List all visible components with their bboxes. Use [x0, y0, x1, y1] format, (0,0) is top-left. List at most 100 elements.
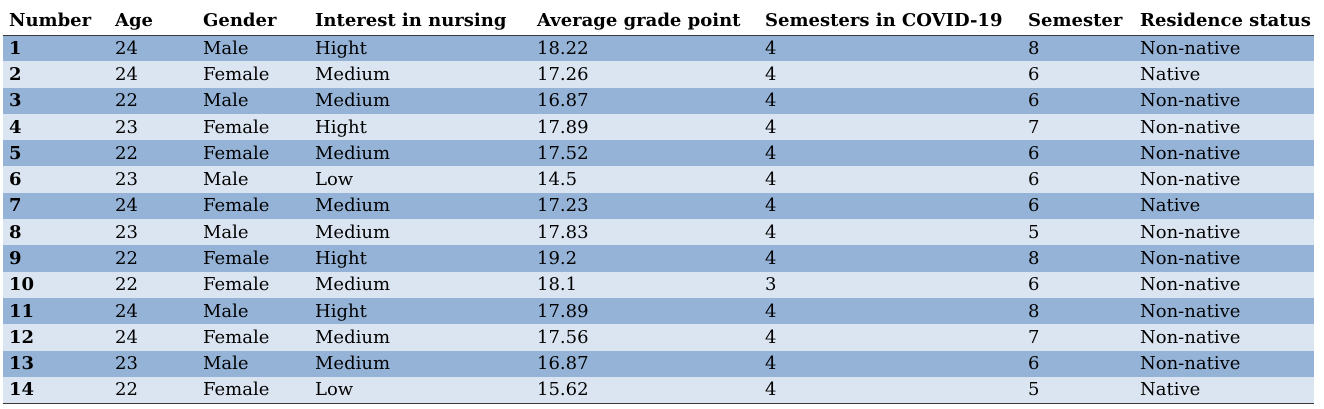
age-cell: 22 [115, 142, 138, 164]
age-cell: 23 [115, 353, 138, 375]
grade-point-cell: 16.87 [537, 90, 589, 112]
data-table-container: Number Age Gender Interest in nursing Av… [3, 6, 1314, 404]
grade-point-cell: 18.1 [537, 274, 578, 296]
column-header-number: Number [9, 9, 92, 31]
covid-semesters-cell: 4 [765, 169, 777, 191]
covid-semesters-cell: 4 [765, 248, 777, 270]
data-table: Number Age Gender Interest in nursing Av… [3, 6, 1314, 404]
age-cell: 24 [115, 300, 138, 322]
column-header-interest: Interest in nursing [315, 9, 507, 31]
semester-cell: 5 [1028, 379, 1040, 401]
gender-cell: Male [203, 169, 249, 191]
semester-cell: 6 [1028, 353, 1040, 375]
interest-cell: Hight [315, 248, 367, 270]
grade-point-cell: 17.52 [537, 142, 589, 164]
grade-point-cell: 14.5 [537, 169, 578, 191]
covid-semesters-cell: 4 [765, 353, 777, 375]
interest-cell: Medium [315, 274, 391, 296]
covid-semesters-cell: 4 [765, 195, 777, 217]
table-row: 6 23 Male Low 14.5 4 6 Non-native [3, 166, 1314, 193]
semester-cell: 8 [1028, 37, 1040, 59]
grade-point-cell: 17.83 [537, 221, 589, 243]
table-row: 10 22 Female Medium 18.1 3 6 Non-native [3, 271, 1314, 298]
interest-cell: Medium [315, 63, 391, 85]
grade-point-cell: 17.26 [537, 63, 589, 85]
number-cell: 14 [9, 379, 35, 401]
grade-point-cell: 16.87 [537, 353, 589, 375]
residence-cell: Non-native [1140, 353, 1241, 375]
covid-semesters-cell: 4 [765, 142, 777, 164]
column-header-gender: Gender [203, 9, 277, 31]
residence-cell: Non-native [1140, 300, 1241, 322]
number-cell: 4 [9, 116, 22, 138]
semester-cell: 6 [1028, 90, 1040, 112]
table-row: 13 23 Male Medium 16.87 4 6 Non-native [3, 350, 1314, 377]
semester-cell: 7 [1028, 116, 1040, 138]
semester-cell: 6 [1028, 169, 1040, 191]
interest-cell: Medium [315, 142, 391, 164]
number-cell: 8 [9, 221, 22, 243]
number-cell: 10 [9, 274, 35, 296]
semester-cell: 6 [1028, 195, 1040, 217]
interest-cell: Medium [315, 195, 391, 217]
interest-cell: Medium [315, 326, 391, 348]
residence-cell: Non-native [1140, 37, 1241, 59]
gender-cell: Male [203, 353, 249, 375]
covid-semesters-cell: 4 [765, 300, 777, 322]
age-cell: 24 [115, 195, 138, 217]
age-cell: 23 [115, 169, 138, 191]
covid-semesters-cell: 4 [765, 221, 777, 243]
number-cell: 13 [9, 353, 35, 375]
number-cell: 3 [9, 90, 22, 112]
residence-cell: Non-native [1140, 248, 1241, 270]
semester-cell: 6 [1028, 274, 1040, 296]
residence-cell: Non-native [1140, 142, 1241, 164]
interest-cell: Hight [315, 116, 367, 138]
residence-cell: Non-native [1140, 90, 1241, 112]
covid-semesters-cell: 4 [765, 63, 777, 85]
gender-cell: Female [203, 116, 270, 138]
number-cell: 12 [9, 326, 35, 348]
grade-point-cell: 17.23 [537, 195, 589, 217]
covid-semesters-cell: 4 [765, 326, 777, 348]
age-cell: 22 [115, 248, 138, 270]
interest-cell: Low [315, 379, 354, 401]
column-header-residence: Residence status [1140, 9, 1311, 31]
gender-cell: Male [203, 90, 249, 112]
residence-cell: Non-native [1140, 274, 1241, 296]
table-row: 9 22 Female Hight 19.2 4 8 Non-native [3, 245, 1314, 272]
gender-cell: Male [203, 37, 249, 59]
interest-cell: Hight [315, 37, 367, 59]
column-header-covid-semesters: Semesters in COVID-19 [765, 9, 1003, 31]
residence-cell: Non-native [1140, 221, 1241, 243]
table-row: 4 23 Female Hight 17.89 4 7 Non-native [3, 113, 1314, 141]
grade-point-cell: 17.89 [537, 116, 589, 138]
covid-semesters-cell: 3 [765, 274, 777, 296]
semester-cell: 6 [1028, 63, 1040, 85]
interest-cell: Medium [315, 221, 391, 243]
table-row: 1 24 Male Hight 18.22 4 8 Non-native [3, 35, 1314, 62]
semester-cell: 6 [1028, 142, 1040, 164]
grade-point-cell: 17.56 [537, 326, 589, 348]
residence-cell: Non-native [1140, 116, 1241, 138]
gender-cell: Male [203, 300, 249, 322]
semester-cell: 8 [1028, 248, 1040, 270]
number-cell: 7 [9, 195, 22, 217]
table-row: 5 22 Female Medium 17.52 4 6 Non-native [3, 140, 1314, 167]
table-row: 7 24 Female Medium 17.23 4 6 Native [3, 192, 1314, 220]
table-row: 11 24 Male Hight 17.89 4 8 Non-native [3, 297, 1314, 325]
grade-point-cell: 15.62 [537, 379, 589, 401]
residence-cell: Native [1140, 195, 1201, 217]
number-cell: 1 [9, 37, 22, 59]
gender-cell: Female [203, 142, 270, 164]
semester-cell: 5 [1028, 221, 1040, 243]
table-row: 2 24 Female Medium 17.26 4 6 Native [3, 61, 1314, 88]
column-header-grade-point: Average grade point [537, 9, 741, 31]
interest-cell: Medium [315, 353, 391, 375]
gender-cell: Female [203, 63, 270, 85]
semester-cell: 8 [1028, 300, 1040, 322]
grade-point-cell: 17.89 [537, 300, 589, 322]
residence-cell: Non-native [1140, 326, 1241, 348]
interest-cell: Medium [315, 90, 391, 112]
interest-cell: Hight [315, 300, 367, 322]
